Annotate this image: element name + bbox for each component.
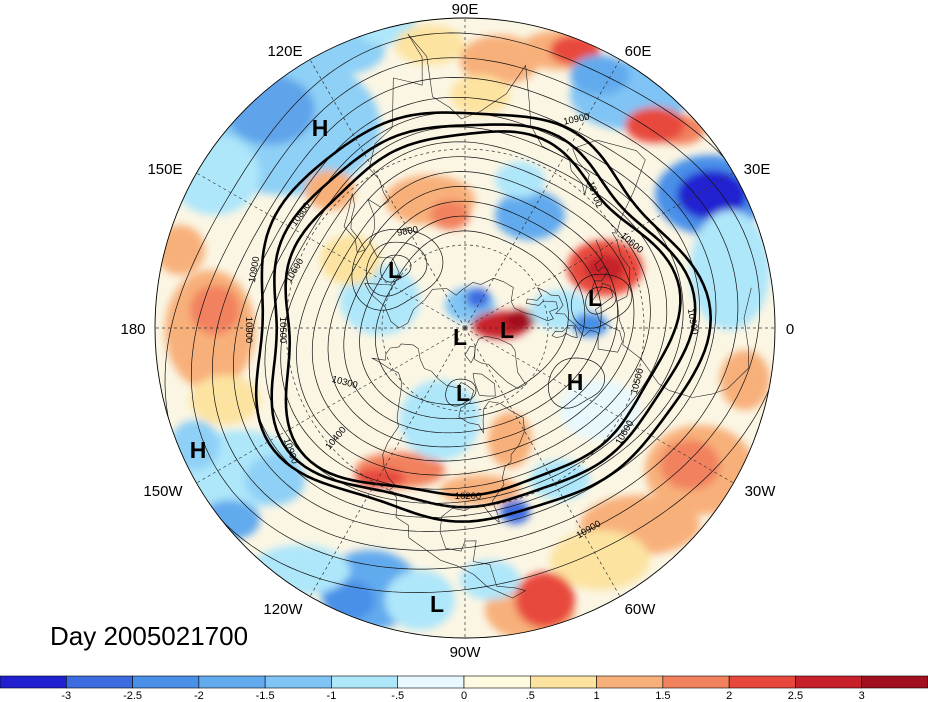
colorbar-swatch	[728, 675, 796, 689]
coastline	[364, 33, 646, 329]
colorbar-swatch	[529, 675, 597, 689]
colorbar-swatch	[463, 675, 531, 689]
colorbar-label: 3	[859, 690, 865, 702]
closed-contour	[585, 286, 617, 315]
longitude-label: 30E	[744, 161, 771, 178]
colorbar-label: -3	[61, 690, 71, 702]
coastline	[472, 373, 496, 397]
height-contour	[343, 200, 602, 434]
coastline	[371, 343, 526, 599]
colorbar-label: 2.5	[788, 690, 803, 702]
colorbar-swatch	[861, 675, 928, 689]
colorbar-swatch	[198, 675, 266, 689]
height-contour	[359, 215, 586, 420]
longitude-label: 120E	[267, 43, 302, 60]
coastline	[611, 232, 752, 398]
jet-isotach	[254, 111, 712, 523]
longitude-label: 30W	[745, 483, 777, 500]
pressure-center-marker: L	[500, 317, 514, 343]
height-contour	[212, 77, 739, 551]
contour-label: 10900	[243, 317, 254, 343]
pressure-center-marker: H	[312, 115, 329, 141]
contour-label: 10900	[685, 308, 700, 336]
closed-contour	[380, 254, 412, 283]
colorbar-label: 2	[726, 690, 732, 702]
contour-label: 10900	[562, 111, 590, 127]
closed-contour	[547, 357, 605, 409]
colorbar-swatch	[331, 675, 399, 689]
map-boundary	[154, 17, 776, 639]
pressure-center-marker: L	[388, 257, 402, 283]
pressure-center-marker: H	[190, 437, 207, 463]
meridian-line	[309, 327, 466, 597]
colorbar-swatch	[596, 675, 664, 689]
meridian-line	[196, 172, 466, 329]
coastlines	[343, 33, 752, 599]
pressure-center-marker: L	[456, 380, 470, 406]
coastline	[464, 346, 476, 364]
longitude-label: 0	[786, 321, 794, 338]
colorbar-swatch	[662, 675, 730, 689]
longitude-label: 90W	[450, 644, 482, 661]
height-contour	[264, 126, 684, 504]
coastline	[525, 239, 623, 353]
colorbar-label: -1.5	[256, 690, 275, 702]
height-contour	[375, 230, 569, 405]
longitude-label: 150W	[143, 483, 183, 500]
colorbar-label: 1.5	[655, 690, 670, 702]
polar-map: 10900 10700 10800 9800 10600 10600 10900…	[155, 18, 775, 638]
colorbar-label: -2	[194, 690, 204, 702]
jet-isotach	[270, 123, 697, 509]
height-contour	[327, 186, 618, 448]
meridian-line	[309, 59, 466, 329]
colorbar-label: 0	[461, 690, 467, 702]
longitude-label: 60W	[625, 601, 657, 618]
height-contour	[233, 96, 717, 532]
colorbar-label: -1	[327, 690, 337, 702]
meridian-line	[196, 327, 466, 484]
map-title: Day 2005021700	[50, 621, 248, 651]
longitude-label: 150E	[147, 161, 182, 178]
colorbar-swatch	[795, 675, 863, 689]
colorbar-label: -.5	[391, 690, 404, 702]
colorbar-swatch	[132, 675, 200, 689]
meridian-line	[464, 327, 734, 484]
pressure-center-marker: H	[567, 369, 584, 395]
lat-lon-grid	[155, 18, 775, 638]
longitude-labels: 90E 60E 30E 0 30W 60W 90W 120W 150W 180 …	[120, 1, 794, 661]
pressure-centers: H L L L L H L H L	[190, 115, 602, 617]
colorbar-swatch	[264, 675, 332, 689]
closed-contour	[365, 241, 428, 297]
closed-contour	[445, 378, 477, 407]
colorbar-swatch	[0, 675, 67, 689]
colorbar-swatch	[65, 675, 133, 689]
colorbar-label: .5	[526, 690, 535, 702]
contour-label: 10200	[455, 491, 481, 502]
jet-isotach	[284, 130, 682, 497]
meridian-line	[464, 327, 621, 597]
longitude-label: 60E	[625, 43, 652, 60]
longitude-label: 90E	[452, 1, 479, 18]
contour-label: 9800	[396, 224, 419, 239]
meridian-line	[464, 172, 734, 329]
meridian-line	[464, 59, 621, 329]
colorbar-label: -2.5	[123, 690, 142, 702]
contour-label: 10500	[277, 317, 288, 343]
longitude-label: 120W	[263, 601, 303, 618]
colorbar-swatch	[397, 675, 465, 689]
closed-contour	[570, 273, 633, 329]
colorbar: -3 -2.5 -2 -1.5 -1 -.5 0 .5 1 1.5 2 2.5 3	[0, 675, 928, 702]
longitude-label: 180	[120, 321, 145, 338]
pressure-center-marker: L	[430, 591, 444, 617]
pressure-center-marker: L	[453, 324, 467, 350]
colorbar-label: 1	[594, 690, 600, 702]
height-contour	[311, 171, 635, 462]
contour-label: 10900	[247, 256, 262, 284]
pressure-center-marker: L	[588, 285, 602, 311]
coastline	[551, 325, 578, 339]
